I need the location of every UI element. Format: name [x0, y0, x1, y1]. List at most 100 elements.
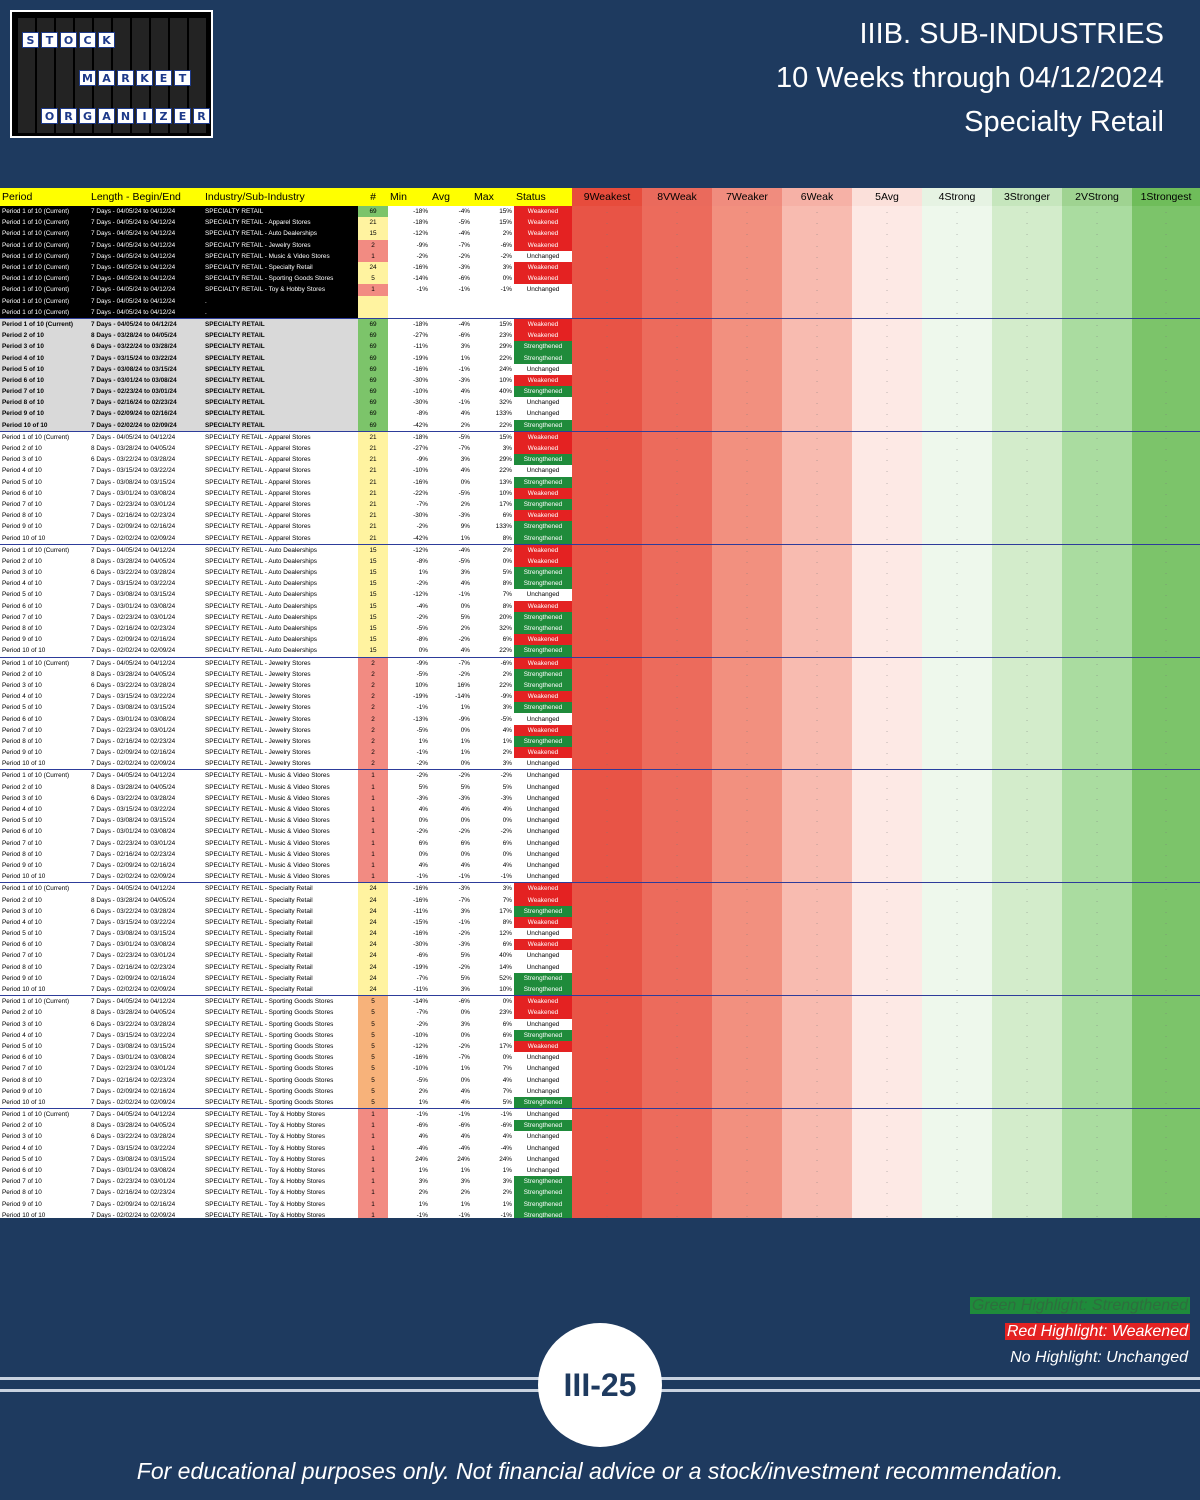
column-header[interactable]: 4Strong: [922, 188, 992, 206]
table-row[interactable]: Period 4 of 10 7 Days - 03/15/24 to 03/22…: [0, 578, 1200, 590]
column-header[interactable]: #: [358, 188, 388, 206]
table-row[interactable]: Period 6 of 10 7 Days - 03/01/24 to 03/08…: [0, 374, 1200, 386]
table-row[interactable]: Period 9 of 10 7 Days - 02/09/24 to 02/16…: [0, 521, 1200, 533]
table-row[interactable]: Period 3 of 10 6 Days - 03/22/24 to 03/28…: [0, 905, 1200, 917]
table-row[interactable]: Period 4 of 10 7 Days - 03/15/24 to 03/22…: [0, 465, 1200, 477]
column-header[interactable]: 5Avg: [852, 188, 922, 206]
table-row[interactable]: Period 1 of 10 (Current) 7 Days - 04/05/2…: [0, 543, 1200, 556]
table-row[interactable]: Period 2 of 10 8 Days - 03/28/24 to 04/05…: [0, 442, 1200, 455]
table-row[interactable]: Period 6 of 10 7 Days - 03/01/24 to 03/08…: [0, 713, 1200, 725]
table-row[interactable]: Period 4 of 10 7 Days - 03/15/24 to 03/22…: [0, 803, 1200, 816]
table-row[interactable]: Period 9 of 10 7 Days - 02/09/24 to 02/16…: [0, 408, 1200, 420]
table-row[interactable]: Period 1 of 10 (Current) 7 Days - 04/05/2…: [0, 656, 1200, 669]
column-header[interactable]: 6Weak: [782, 188, 852, 206]
column-header[interactable]: Avg: [430, 188, 472, 206]
table-row[interactable]: Period 8 of 10 7 Days - 02/16/24 to 02/23…: [0, 622, 1200, 635]
table-row[interactable]: Period 1 of 10 (Current) 7 Days - 04/05/2…: [0, 317, 1200, 331]
table-row[interactable]: Period 2 of 10 8 Days - 03/28/24 to 04/05…: [0, 668, 1200, 680]
table-row[interactable]: Period 5 of 10 7 Days - 03/08/24 to 03/15…: [0, 363, 1200, 375]
table-row[interactable]: Period 4 of 10 7 Days - 03/15/24 to 03/22…: [0, 916, 1200, 928]
table-row[interactable]: Period 2 of 10 8 Days - 03/28/24 to 04/05…: [0, 894, 1200, 906]
table-row[interactable]: Period 5 of 10 7 Days - 03/08/24 to 03/15…: [0, 589, 1200, 601]
table-row[interactable]: Period 1 of 10 (Current) 7 Days - 04/05/2…: [0, 250, 1200, 262]
column-header[interactable]: 1Strongest: [1132, 188, 1200, 206]
table-row[interactable]: Period 5 of 10 7 Days - 03/08/24 to 03/15…: [0, 928, 1200, 940]
table-row[interactable]: Period 9 of 10 7 Days - 02/09/24 to 02/16…: [0, 1198, 1200, 1210]
table-row[interactable]: Period 10 of 10 7 Days - 02/02/24 to 02/0…: [0, 645, 1200, 657]
table-row[interactable]: Period 3 of 10 6 Days - 03/22/24 to 03/28…: [0, 792, 1200, 804]
column-header[interactable]: 8VWeak: [642, 188, 712, 206]
column-header[interactable]: 9Weakest: [572, 188, 642, 206]
column-header[interactable]: 2VStrong: [1062, 188, 1132, 206]
table-row[interactable]: Period 9 of 10 7 Days - 02/09/24 to 02/16…: [0, 747, 1200, 759]
table-row[interactable]: Period 6 of 10 7 Days - 03/01/24 to 03/08…: [0, 600, 1200, 612]
table-row[interactable]: Period 1 of 10 (Current) 7 Days - 04/05/2…: [0, 882, 1200, 895]
table-row[interactable]: Period 4 of 10 7 Days - 03/15/24 to 03/22…: [0, 1029, 1200, 1041]
table-row[interactable]: Period 1 of 10 (Current) 7 Days - 04/05/2…: [0, 295, 1200, 307]
table-row[interactable]: Period 8 of 10 7 Days - 02/16/24 to 02/23…: [0, 1074, 1200, 1086]
table-row[interactable]: Period 1 of 10 (Current) 7 Days - 04/05/2…: [0, 284, 1200, 296]
table-row[interactable]: Period 8 of 10 7 Days - 02/16/24 to 02/23…: [0, 848, 1200, 860]
table-row[interactable]: Period 1 of 10 (Current) 7 Days - 04/05/2…: [0, 206, 1200, 218]
table-row[interactable]: Period 10 of 10 7 Days - 02/02/24 to 02/0…: [0, 871, 1200, 883]
column-header[interactable]: Length - Begin/End: [89, 188, 203, 206]
table-row[interactable]: Period 5 of 10 7 Days - 03/08/24 to 03/15…: [0, 1040, 1200, 1053]
table-row[interactable]: Period 10 of 10 7 Days - 02/02/24 to 02/0…: [0, 419, 1200, 432]
table-row[interactable]: Period 7 of 10 7 Days - 02/23/24 to 03/01…: [0, 837, 1200, 849]
table-row[interactable]: Period 7 of 10 7 Days - 02/23/24 to 03/01…: [0, 386, 1200, 398]
table-row[interactable]: Period 3 of 10 6 Days - 03/22/24 to 03/28…: [0, 1018, 1200, 1030]
table-row[interactable]: Period 1 of 10 (Current) 7 Days - 04/05/2…: [0, 1108, 1200, 1121]
table-row[interactable]: Period 7 of 10 7 Days - 02/23/24 to 03/01…: [0, 1063, 1200, 1075]
table-row[interactable]: Period 1 of 10 (Current) 7 Days - 04/05/2…: [0, 306, 1200, 319]
column-header[interactable]: 3Stronger: [992, 188, 1062, 206]
table-row[interactable]: Period 2 of 10 8 Days - 03/28/24 to 04/05…: [0, 1120, 1200, 1132]
table-row[interactable]: Period 3 of 10 6 Days - 03/22/24 to 03/28…: [0, 454, 1200, 466]
table-row[interactable]: Period 8 of 10 7 Days - 02/16/24 to 02/23…: [0, 961, 1200, 973]
table-row[interactable]: Period 2 of 10 8 Days - 03/28/24 to 04/05…: [0, 781, 1200, 793]
table-row[interactable]: Period 7 of 10 7 Days - 02/23/24 to 03/01…: [0, 1176, 1200, 1188]
table-row[interactable]: Period 9 of 10 7 Days - 02/09/24 to 02/16…: [0, 634, 1200, 646]
table-row[interactable]: Period 4 of 10 7 Days - 03/15/24 to 03/22…: [0, 352, 1200, 364]
table-row[interactable]: Period 6 of 10 7 Days - 03/01/24 to 03/08…: [0, 939, 1200, 951]
table-row[interactable]: Period 8 of 10 7 Days - 02/16/24 to 02/23…: [0, 1187, 1200, 1199]
table-row[interactable]: Period 1 of 10 (Current) 7 Days - 04/05/2…: [0, 769, 1200, 782]
table-row[interactable]: Period 1 of 10 (Current) 7 Days - 04/05/2…: [0, 239, 1200, 251]
table-row[interactable]: Period 1 of 10 (Current) 7 Days - 04/05/2…: [0, 228, 1200, 240]
table-row[interactable]: Period 3 of 10 6 Days - 03/22/24 to 03/28…: [0, 1131, 1200, 1143]
table-row[interactable]: Period 10 of 10 7 Days - 02/02/24 to 02/0…: [0, 532, 1200, 545]
table-row[interactable]: Period 4 of 10 7 Days - 03/15/24 to 03/22…: [0, 1142, 1200, 1154]
table-row[interactable]: Period 7 of 10 7 Days - 02/23/24 to 03/01…: [0, 724, 1200, 736]
table-row[interactable]: Period 2 of 10 8 Days - 03/28/24 to 04/05…: [0, 555, 1200, 567]
table-row[interactable]: Period 5 of 10 7 Days - 03/08/24 to 03/15…: [0, 702, 1200, 714]
column-header[interactable]: Max: [472, 188, 514, 206]
table-row[interactable]: Period 10 of 10 7 Days - 02/02/24 to 02/0…: [0, 1096, 1200, 1109]
column-header[interactable]: Min: [388, 188, 430, 206]
table-row[interactable]: Period 9 of 10 7 Days - 02/09/24 to 02/16…: [0, 859, 1200, 872]
table-row[interactable]: Period 1 of 10 (Current) 7 Days - 04/05/2…: [0, 995, 1200, 1008]
table-row[interactable]: Period 1 of 10 (Current) 7 Days - 04/05/2…: [0, 273, 1200, 285]
table-row[interactable]: Period 7 of 10 7 Days - 02/23/24 to 03/01…: [0, 950, 1200, 962]
table-row[interactable]: Period 6 of 10 7 Days - 03/01/24 to 03/08…: [0, 826, 1200, 838]
table-row[interactable]: Period 3 of 10 6 Days - 03/22/24 to 03/28…: [0, 679, 1200, 692]
table-row[interactable]: Period 9 of 10 7 Days - 02/09/24 to 02/16…: [0, 1085, 1200, 1097]
table-row[interactable]: Period 8 of 10 7 Days - 02/16/24 to 02/23…: [0, 397, 1200, 409]
table-row[interactable]: Period 10 of 10 7 Days - 02/02/24 to 02/0…: [0, 983, 1200, 996]
table-row[interactable]: Period 4 of 10 7 Days - 03/15/24 to 03/22…: [0, 691, 1200, 703]
table-row[interactable]: Period 9 of 10 7 Days - 02/09/24 to 02/16…: [0, 972, 1200, 984]
table-row[interactable]: Period 5 of 10 7 Days - 03/08/24 to 03/15…: [0, 1153, 1200, 1165]
table-row[interactable]: Period 10 of 10 7 Days - 02/02/24 to 02/0…: [0, 758, 1200, 770]
column-header[interactable]: 7Weaker: [712, 188, 782, 206]
table-row[interactable]: Period 6 of 10 7 Days - 03/01/24 to 03/08…: [0, 1164, 1200, 1177]
table-row[interactable]: Period 1 of 10 (Current) 7 Days - 04/05/2…: [0, 217, 1200, 229]
table-row[interactable]: Period 6 of 10 7 Days - 03/01/24 to 03/08…: [0, 487, 1200, 499]
table-row[interactable]: Period 5 of 10 7 Days - 03/08/24 to 03/15…: [0, 815, 1200, 827]
table-row[interactable]: Period 7 of 10 7 Days - 02/23/24 to 03/01…: [0, 611, 1200, 623]
table-row[interactable]: Period 7 of 10 7 Days - 02/23/24 to 03/01…: [0, 498, 1200, 511]
table-row[interactable]: Period 3 of 10 6 Days - 03/22/24 to 03/28…: [0, 567, 1200, 579]
table-row[interactable]: Period 8 of 10 7 Days - 02/16/24 to 02/23…: [0, 735, 1200, 747]
table-row[interactable]: Period 1 of 10 (Current) 7 Days - 04/05/2…: [0, 430, 1200, 443]
column-header[interactable]: Status: [514, 188, 572, 206]
table-row[interactable]: Period 1 of 10 (Current) 7 Days - 04/05/2…: [0, 261, 1200, 274]
table-row[interactable]: Period 2 of 10 8 Days - 03/28/24 to 04/05…: [0, 1007, 1200, 1019]
table-row[interactable]: Period 5 of 10 7 Days - 03/08/24 to 03/15…: [0, 476, 1200, 488]
